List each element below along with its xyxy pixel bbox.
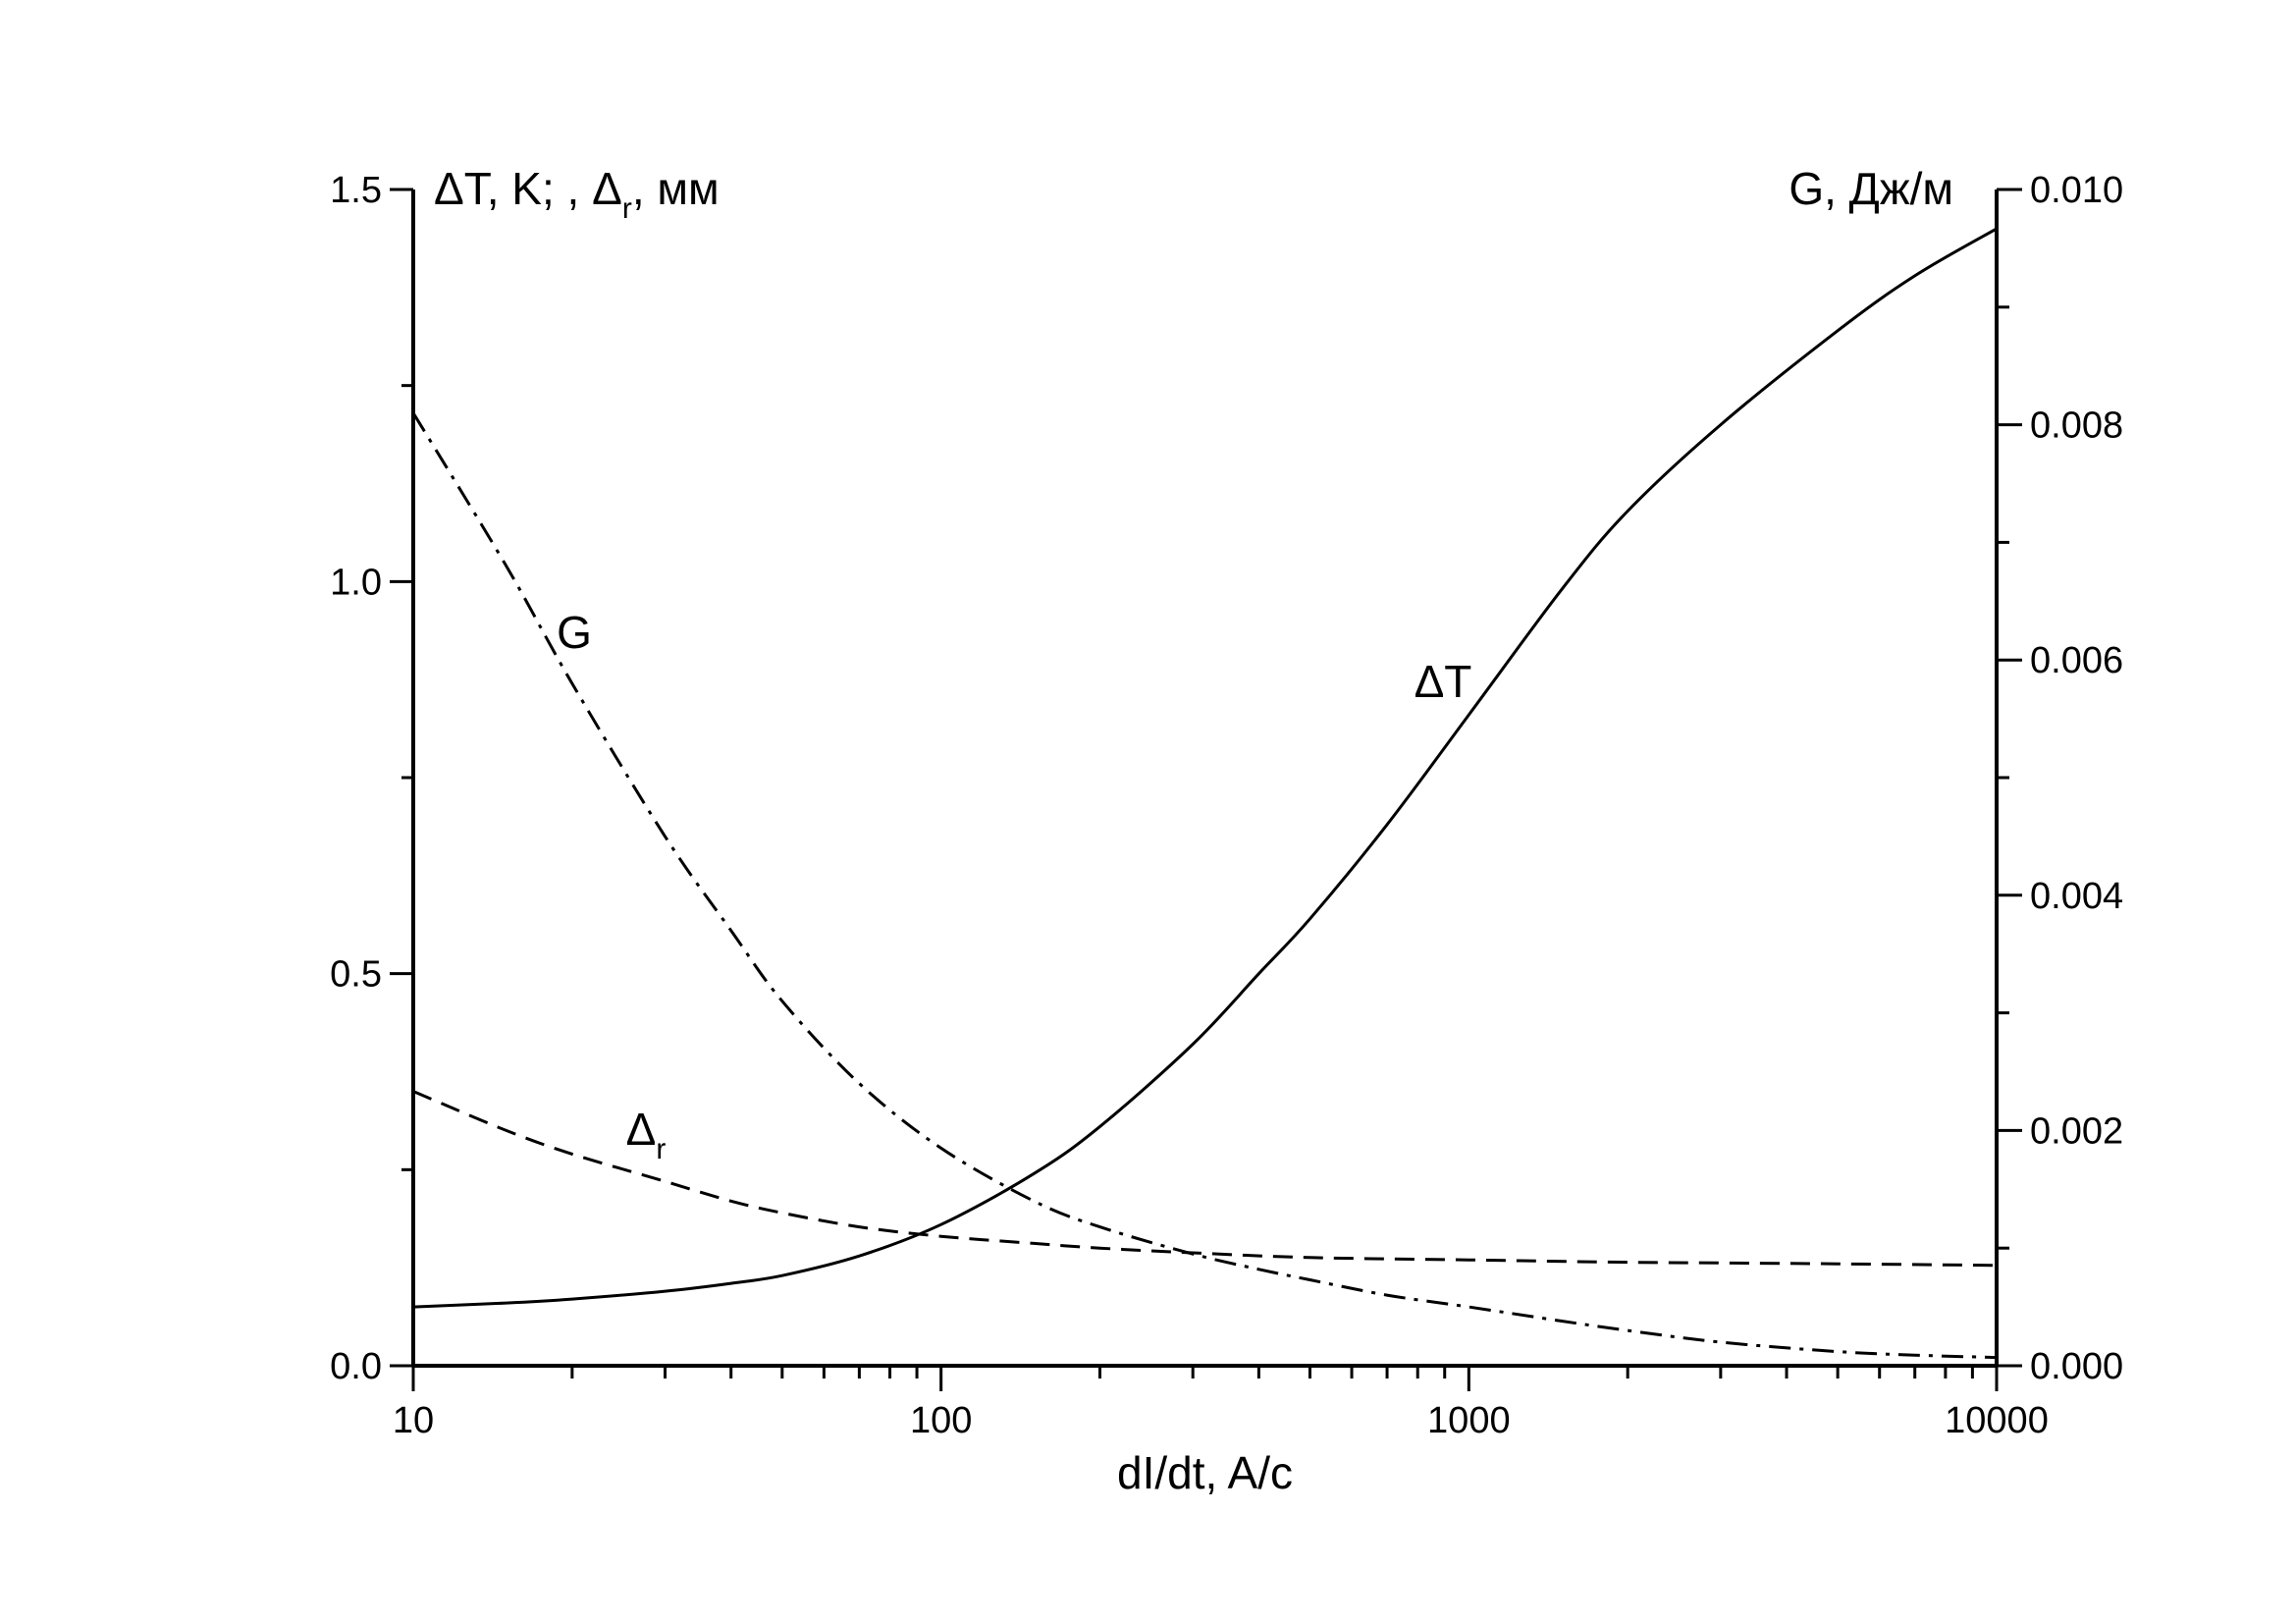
- x-axis-title: dI/dt, A/c: [1117, 1447, 1293, 1498]
- series-label-3: Δr: [626, 1104, 667, 1165]
- right-y-tick-label: 0.010: [2030, 170, 2123, 211]
- series-line-2: [411, 411, 1998, 1360]
- series-label-text: ΔT: [1415, 656, 1472, 707]
- x-tick-label: 10: [393, 1400, 434, 1441]
- right-y-tick-label: 0.002: [2030, 1110, 2123, 1152]
- axes: 10 100 1000 10000 0.0 0.5 1.0 1.5 0.000 0.002 0.00…: [330, 170, 2123, 1441]
- series-label-2: G: [557, 607, 592, 658]
- series-label-subscript: r: [656, 1133, 666, 1165]
- right-y-tick-label: 0.000: [2030, 1346, 2123, 1387]
- left-y-axis-title: ΔT, K; , Δr, мм: [434, 163, 720, 225]
- left-y-tick-label: 0.0: [330, 1346, 382, 1387]
- series-line-1: [412, 227, 1998, 1309]
- series-label-text: G: [557, 607, 592, 658]
- right-y-tick-label: 0.004: [2030, 876, 2123, 917]
- series-label-1: ΔT: [1415, 656, 1472, 707]
- plot-area: [411, 227, 1998, 1360]
- left-y-axis-title-prefix: ΔT, K; , Δ: [434, 163, 622, 214]
- left-y-tick-label: 0.5: [330, 954, 382, 996]
- right-y-tick-label: 0.008: [2030, 406, 2123, 447]
- left-y-tick-label: 1.5: [330, 170, 382, 211]
- x-tick-label: 100: [910, 1400, 972, 1441]
- right-y-axis-title: G, Дж/м: [1789, 163, 1953, 214]
- left-y-axis-title-subscript: r: [622, 192, 632, 225]
- x-tick-label: 1000: [1427, 1400, 1511, 1441]
- series-label-text: Δ: [626, 1104, 657, 1155]
- left-y-tick-label: 1.0: [330, 562, 382, 603]
- right-y-tick-label: 0.006: [2030, 640, 2123, 681]
- left-y-axis-title-suffix: , мм: [632, 163, 720, 214]
- x-tick-label: 10000: [1945, 1400, 2049, 1441]
